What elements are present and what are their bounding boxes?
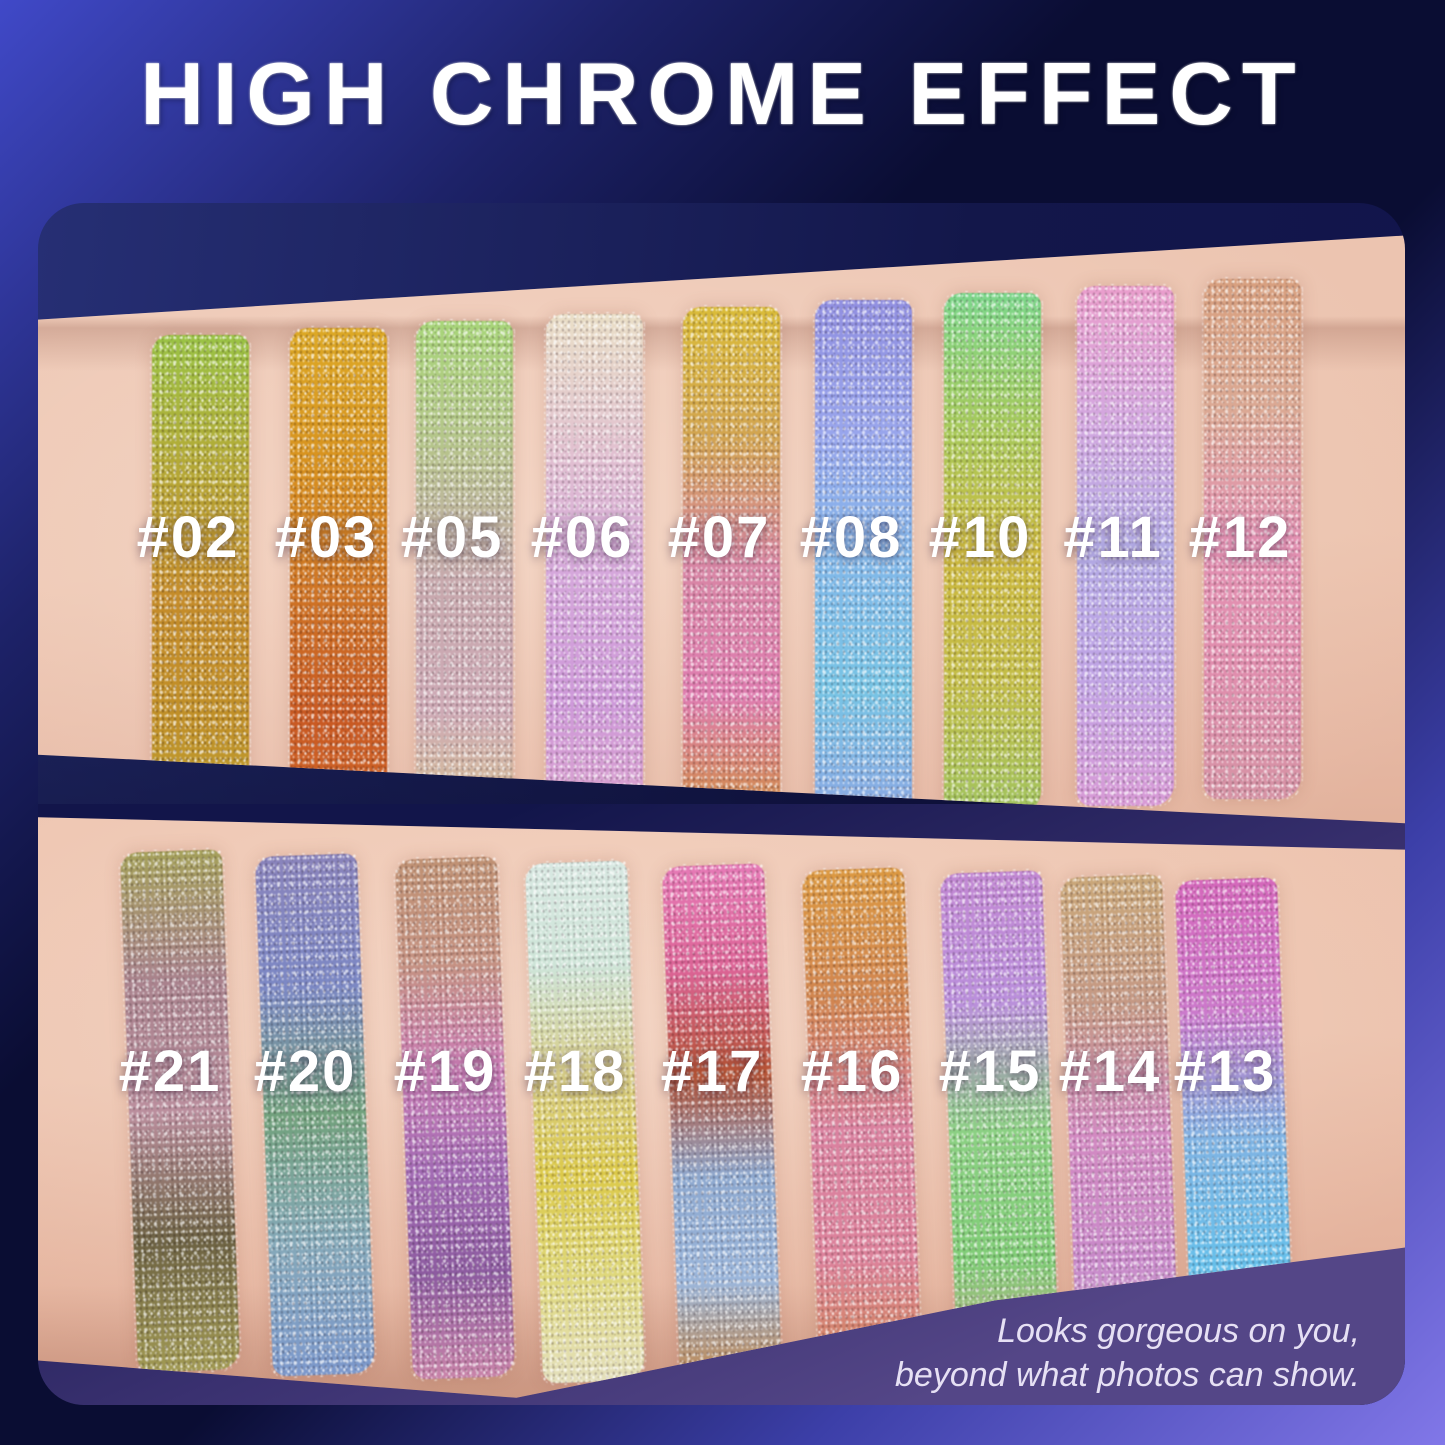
swatch-stripe-03 — [287, 326, 389, 824]
swatch-stripe-10 — [941, 291, 1043, 815]
tagline-line1: Looks gorgeous on you, — [997, 1312, 1360, 1350]
tagline: Looks gorgeous on you, beyond what photo… — [895, 1309, 1360, 1397]
swatch-stripe-02 — [149, 333, 251, 824]
swatch-stripe-07 — [680, 305, 782, 824]
swatch-stripe-17 — [661, 863, 783, 1387]
swatch-stripe-18 — [524, 859, 646, 1384]
tagline-line2: beyond what photos can show. — [895, 1356, 1360, 1395]
swatch-stripe-12 — [1201, 277, 1303, 801]
swatch-stripe-05 — [413, 319, 515, 824]
top-swatch-row: #02 #03 #05 #06 #07 #08 #10 #11 #12 — [38, 235, 1405, 824]
swatch-stripe-20 — [254, 852, 376, 1377]
swatch-stripe-21 — [119, 849, 241, 1373]
swatch-stripe-06 — [543, 312, 645, 824]
swatch-stripe-08 — [812, 298, 914, 822]
swatch-photo-frame: #02 #03 #05 #06 #07 #08 #10 #11 #12 #21 #20 #19 #18… — [38, 203, 1405, 1405]
swatch-stripe-19 — [394, 856, 516, 1380]
headline: HIGH CHROME EFFECT — [140, 44, 1305, 143]
swatch-stripe-11 — [1074, 284, 1176, 808]
